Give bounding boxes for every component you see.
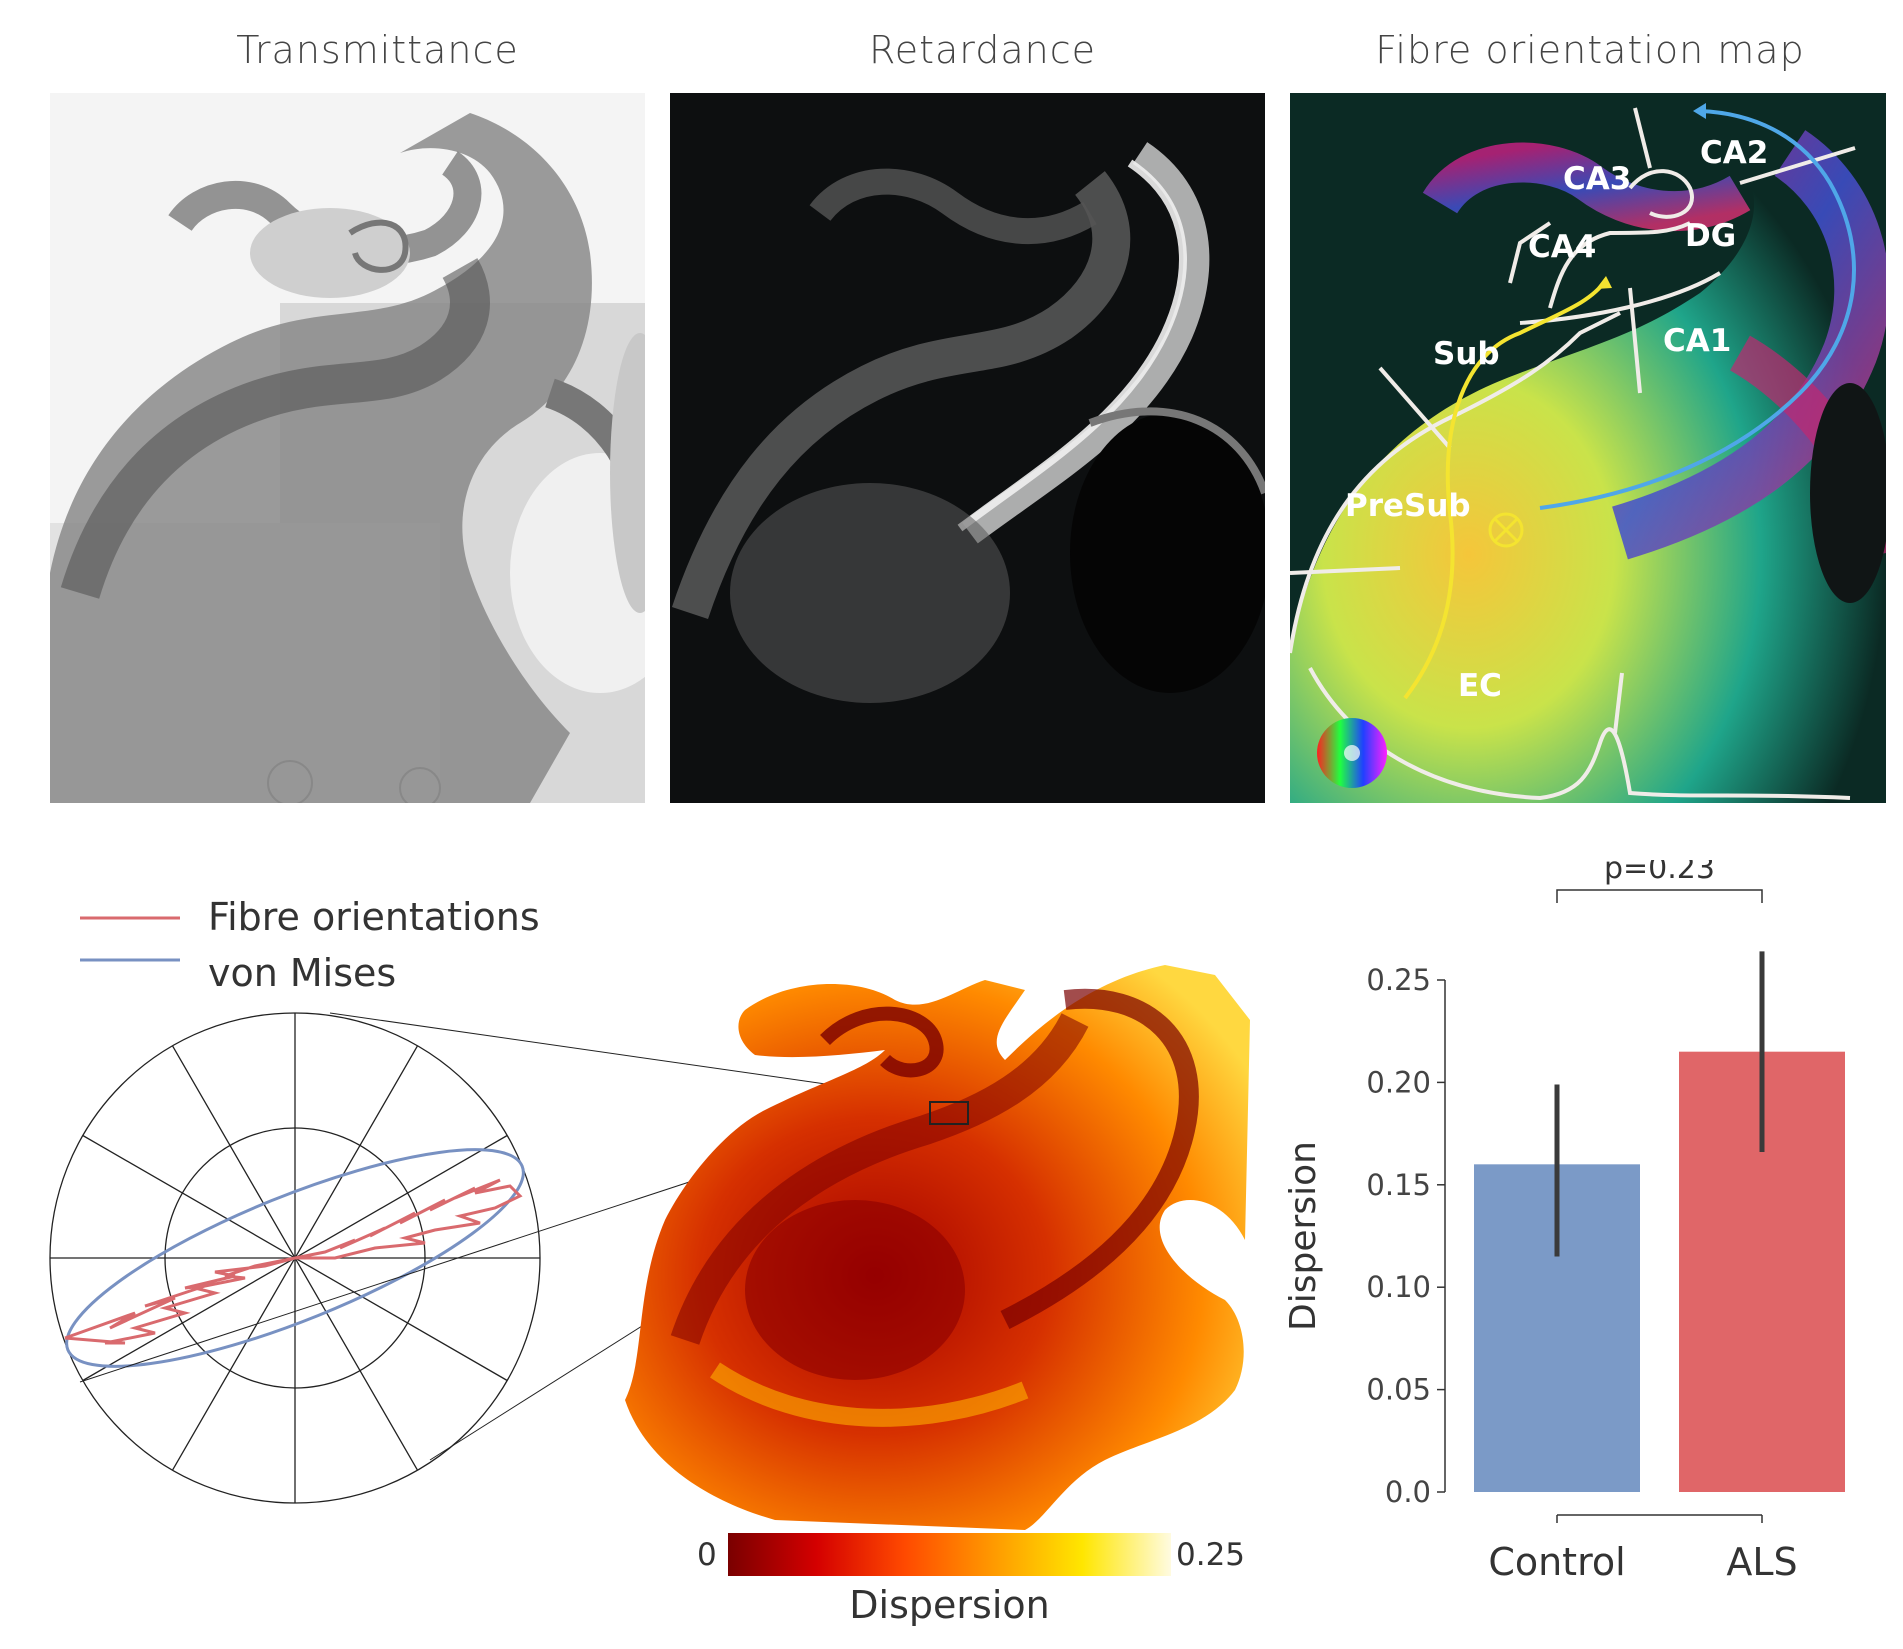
region-label-presub: PreSub <box>1345 488 1471 524</box>
transmittance-image <box>50 93 645 803</box>
x-tick-label: Control <box>1488 1540 1625 1584</box>
legend-label-fibre: Fibre orientations <box>208 895 540 939</box>
fibre-orientations-curve <box>64 1178 523 1345</box>
y-axis-label: Dispersion <box>1283 1141 1324 1331</box>
fom-title: Fibre orientation map <box>1375 28 1805 72</box>
region-label-ca2: CA2 <box>1700 135 1769 171</box>
fom-image: CA3 CA2 CA4 DG Sub CA1 PreSub EC <box>1290 93 1886 803</box>
colorbar <box>728 1533 1171 1576</box>
region-label-ca1: CA1 <box>1663 323 1732 359</box>
colorbar-min-label: 0 <box>697 1537 717 1573</box>
y-tick-label: 0.15 <box>1366 1168 1431 1202</box>
transmittance-title: Transmittance <box>236 28 519 72</box>
bar-chart: 0.0 0.05 0.10 0.15 0.20 0.25 Dispersion Control… <box>1283 860 1845 1584</box>
y-tick-label: 0.05 <box>1366 1373 1431 1407</box>
y-tick-label: 0.10 <box>1366 1270 1431 1304</box>
y-tick-label: 0.0 <box>1385 1475 1431 1509</box>
y-tick-label: 0.25 <box>1366 963 1431 997</box>
region-label-dg: DG <box>1685 218 1737 254</box>
significance-bracket <box>1556 889 1763 903</box>
region-label-ec: EC <box>1458 668 1502 704</box>
x-tick-label: ALS <box>1726 1540 1797 1584</box>
legend-swatches <box>80 916 180 962</box>
region-label-ca4: CA4 <box>1528 229 1597 265</box>
zoom-box <box>929 1101 969 1125</box>
legend-label-vonmises: von Mises <box>208 951 397 995</box>
region-label-ca3: CA3 <box>1563 161 1632 197</box>
p-value-label: p=0.23 <box>1604 860 1715 886</box>
vonmises-curve <box>65 1148 525 1368</box>
retardance-title: Retardance <box>869 28 1096 72</box>
dispersion-map-image <box>625 960 1250 1530</box>
region-label-sub: Sub <box>1433 336 1500 372</box>
fom-overlay <box>1290 93 1886 803</box>
retardance-image <box>670 93 1265 803</box>
colorbar-max-label: 0.25 <box>1176 1537 1246 1573</box>
colorbar-label: Dispersion <box>849 1583 1050 1627</box>
y-tick-label: 0.20 <box>1366 1065 1431 1099</box>
